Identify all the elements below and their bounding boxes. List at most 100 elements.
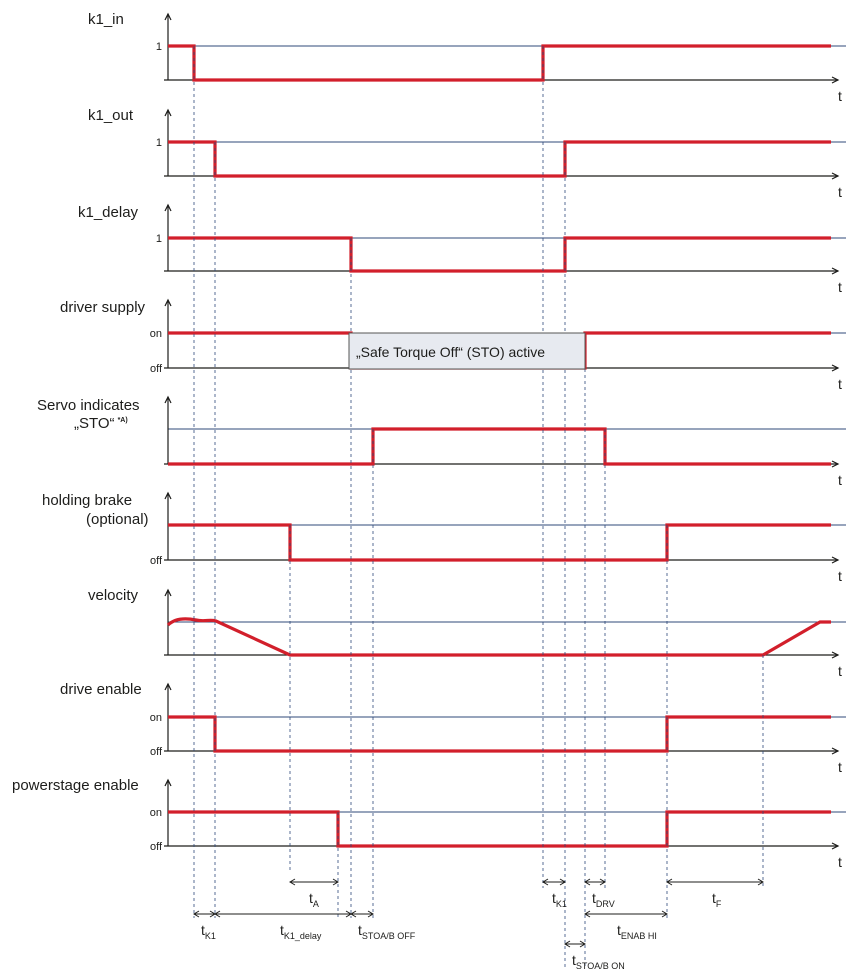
timing-label: tSTOA/B OFF: [358, 922, 416, 941]
level-high-label: on: [150, 328, 162, 340]
dimension-arrowhead: [666, 878, 673, 886]
timing-tdrv: tDRV: [584, 878, 615, 909]
signal-trace: [168, 810, 831, 848]
level-high-label: on: [150, 807, 162, 819]
y-axis-arrow: [164, 12, 172, 21]
level-low-label: off: [150, 363, 163, 375]
x-axis-arrow: [831, 460, 840, 468]
signal-k1-delay: t k1_delay 1: [78, 203, 846, 295]
dimension-arrowhead: [289, 878, 296, 886]
signals-layer: t k1_in 1 t k1_out 1 t k1_delay 1 t driver supply o…: [12, 11, 846, 870]
timing-subscript: K1: [556, 899, 567, 909]
signal-label: (optional): [86, 511, 149, 528]
timing-label: tF: [712, 890, 722, 909]
timing-subscript: STOA/B ON: [576, 961, 625, 971]
dimension-arrowhead: [214, 910, 221, 918]
y-axis-arrow: [164, 395, 172, 404]
timing-tk1-delay: tK1_delay: [214, 910, 352, 941]
signal-velocity: t velocity: [88, 587, 846, 679]
x-axis-arrow: [831, 842, 840, 850]
x-axis-arrow: [831, 556, 840, 564]
signal-label: holding brake: [42, 492, 132, 509]
timing-tk1-right: tK1: [542, 878, 567, 909]
dimension-arrowhead: [542, 878, 549, 886]
timing-tenab: tENAB HI: [584, 910, 668, 941]
x-axis-arrow: [831, 172, 840, 180]
level-high-label: 1: [156, 233, 162, 245]
timing-ta: tA: [289, 878, 339, 909]
signal-label: driver supply: [60, 299, 146, 316]
footnote-marker: *A): [118, 417, 128, 424]
level-high-label: 1: [156, 41, 162, 53]
signal-holding-brake: t holding brake (optional) off: [42, 491, 846, 584]
level-low-label: off: [150, 555, 163, 567]
x-axis-arrow: [831, 364, 840, 372]
level-high-label: 1: [156, 137, 162, 149]
signal-label: Servo indicates: [37, 397, 140, 414]
timing-tf: tF: [666, 878, 764, 909]
dimension-arrowhead: [579, 940, 586, 948]
timing-label: tK1_delay: [280, 922, 322, 941]
sto-box: „Safe Torque Off“ (STO) active: [348, 332, 586, 370]
x-axis-label: t: [838, 88, 842, 104]
timing-label: tENAB HI: [617, 922, 657, 941]
timing-tk1-left: tK1: [193, 910, 216, 941]
timing-label: tK1: [201, 922, 216, 941]
dimension-arrowhead: [350, 910, 357, 918]
signal-trace: [168, 715, 831, 753]
timing-subscript: STOA/B OFF: [362, 931, 416, 941]
timing-tsto-off: tSTOA/B OFF: [350, 910, 416, 941]
signal-label: k1_out: [88, 107, 134, 124]
timing-tsto-on: tSTOA/B ON: [564, 940, 625, 971]
signal-drive-enable: t drive enable on off: [60, 681, 846, 775]
signal-trace: [168, 236, 831, 273]
level-low-label: off: [150, 746, 163, 758]
y-axis-arrow: [164, 778, 172, 787]
dimension-arrowhead: [584, 878, 591, 886]
x-axis-label: t: [838, 759, 842, 775]
y-axis-arrow: [164, 588, 172, 597]
sto-box-label: „Safe Torque Off“ (STO) active: [356, 344, 545, 360]
timing-subscript: ENAB HI: [621, 931, 657, 941]
x-axis-label: t: [838, 568, 842, 584]
signal-k1-out: t k1_out 1: [88, 107, 846, 200]
dimension-arrowhead: [599, 878, 606, 886]
x-axis-arrow: [831, 747, 840, 755]
y-axis-arrow: [164, 108, 172, 117]
dimension-arrowhead: [757, 878, 764, 886]
x-axis-arrow: [831, 651, 840, 659]
signal-label: powerstage enable: [12, 777, 139, 794]
signal-trace: [166, 617, 831, 657]
timings-layer: tA tK1 tDRV tF tK1 tK1_delay tSTOA/B OFF tENAB …: [193, 878, 764, 971]
x-axis-label: t: [838, 472, 842, 488]
y-axis-arrow: [164, 682, 172, 691]
signal-servo-sto: t Servo indicates„STO“ *A): [37, 395, 846, 488]
signal-label: drive enable: [60, 681, 142, 698]
signal-label: k1_delay: [78, 204, 139, 221]
timing-subscript: K1: [205, 931, 216, 941]
y-axis-arrow: [164, 298, 172, 307]
signal-label: velocity: [88, 587, 139, 604]
dimension-arrowhead: [332, 878, 339, 886]
timing-label: tDRV: [592, 890, 615, 909]
x-axis-label: t: [838, 376, 842, 392]
level-high-label: on: [150, 712, 162, 724]
signal-powerstage-enable: t powerstage enable on off: [12, 777, 846, 870]
x-axis-label: t: [838, 279, 842, 295]
level-low-label: off: [150, 841, 163, 853]
x-axis-arrow: [831, 76, 840, 84]
x-axis-arrow: [831, 267, 840, 275]
timing-subscript: K1_delay: [284, 931, 322, 941]
signal-trace: [168, 44, 831, 82]
signal-k1-in: t k1_in 1: [88, 11, 846, 104]
timing-subscript: A: [313, 899, 319, 909]
guides-layer: [193, 46, 764, 968]
signal-label: „STO“ *A): [74, 415, 128, 432]
timing-label: tSTOA/B ON: [572, 952, 625, 971]
dimension-arrowhead: [661, 910, 668, 918]
y-axis-arrow: [164, 491, 172, 500]
timing-subscript: DRV: [596, 899, 615, 909]
y-axis-arrow: [164, 203, 172, 212]
dimension-arrowhead: [559, 878, 566, 886]
